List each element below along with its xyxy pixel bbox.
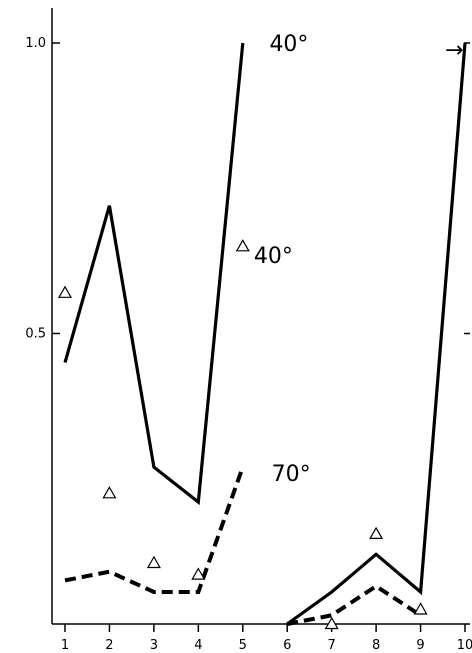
x-tick-label: 8 (372, 638, 380, 653)
dashed-series-line-1 (64, 466, 245, 594)
x-tick-label: 2 (105, 638, 113, 653)
x-tick-label: 5 (239, 638, 247, 653)
triangle-marker (413, 602, 428, 615)
solid-series-line-1 (63, 42, 245, 506)
triangle-marker (146, 555, 161, 569)
axes: 0.5 1.0 1 2 3 4 5 6 7 8 9 10 (25, 8, 472, 653)
x-tick-label: 6 (283, 638, 291, 653)
x-tick-label: 1 (61, 638, 69, 653)
marker-layer (57, 239, 428, 630)
dashed-series-line-2 (286, 583, 422, 626)
triangle-marker (369, 526, 384, 540)
y-tick-label: 1.0 (25, 36, 46, 51)
solid-series-line-2 (286, 42, 467, 626)
triangle-marker (57, 285, 73, 298)
triangle-marker (324, 616, 339, 630)
triangle-marker (191, 567, 206, 580)
x-tick-label: 4 (194, 638, 202, 653)
x-tick-label: 10 (457, 638, 472, 653)
annotation-label: → (445, 38, 463, 63)
annotation-layer: 40° 40° 70° → (254, 32, 464, 487)
x-tick-label: 3 (150, 638, 158, 653)
annotation-label: 70° (272, 462, 311, 487)
annotation-label: 40° (269, 32, 308, 57)
annotation-label: 40° (254, 244, 293, 269)
y-tick-label: 0.5 (25, 327, 46, 342)
x-tick-label: 9 (416, 638, 424, 653)
x-tick-label: 7 (328, 638, 336, 653)
triangle-marker (102, 486, 117, 499)
triangle-marker (235, 239, 250, 252)
series-layer (63, 42, 467, 626)
